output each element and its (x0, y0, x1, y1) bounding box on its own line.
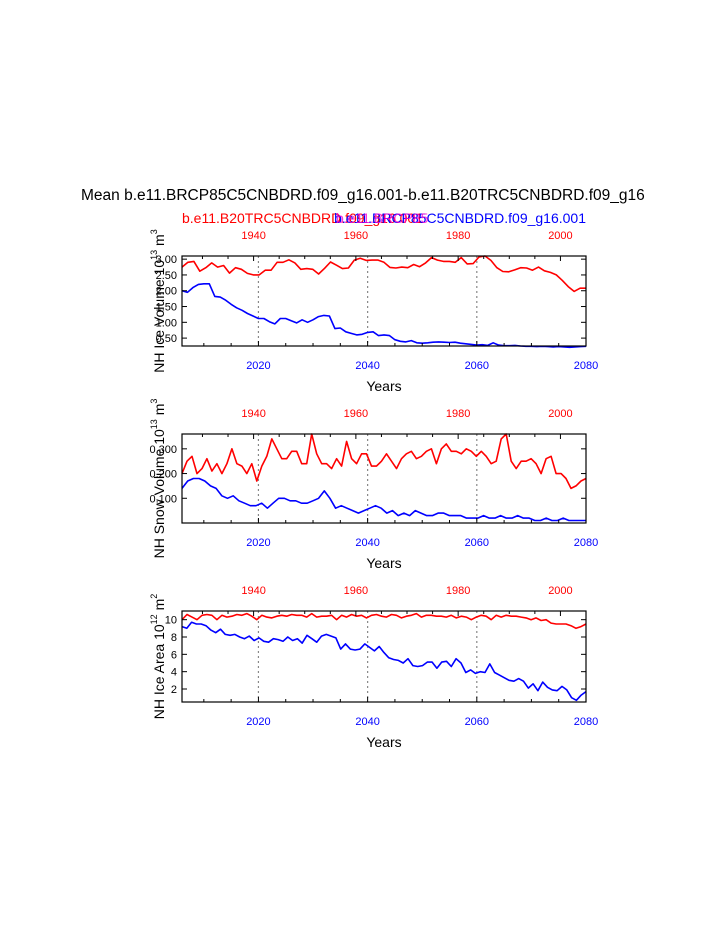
x-tick-label: 2060 (465, 537, 489, 549)
legend-blue-label: b.e11.BRCP85C5CNBDRD.f09_g16.001 (334, 210, 586, 226)
plot-frame (181, 255, 587, 347)
y-axis-label-ylabel-unit-exp: 2 (149, 594, 159, 599)
y-tick-label: 2.50 (156, 270, 177, 282)
x-axis-label: Years (366, 734, 401, 750)
x-top-tick-label: 1980 (446, 585, 470, 597)
x-top-tick-label: 1960 (344, 585, 368, 597)
y-tick-label: 0.200 (149, 469, 177, 481)
y-tick-label: 10 (165, 615, 177, 627)
y-tick-label: 2.00 (156, 286, 177, 298)
y-tick-label: 8 (171, 632, 177, 644)
x-top-tick-label: 1940 (241, 585, 265, 597)
y-axis-label-ylabel-unit: m (151, 404, 167, 416)
y-axis-label-ylabel-unit: m (151, 234, 167, 246)
y-axis-label-ylabel-exp: 13 (149, 250, 159, 260)
y-tick-label: 3.00 (156, 254, 177, 266)
series-line-red (181, 612, 587, 630)
y-axis-label-ylabel-unit-exp: 3 (149, 229, 159, 234)
y-axis-label: NH Ice Area 1012 m2 (144, 594, 167, 720)
x-tick-label: 2060 (465, 716, 489, 728)
y-axis-label-ylabel-unit: m (151, 599, 167, 611)
x-tick-label: 2020 (246, 360, 270, 372)
x-top-tick-label: 2000 (548, 585, 572, 597)
y-tick-label: 1.00 (156, 317, 177, 329)
plot-frame (181, 433, 587, 524)
x-top-tick-label: 2000 (548, 230, 572, 242)
x-top-tick-label: 1940 (241, 408, 265, 420)
x-tick-label: 2020 (246, 716, 270, 728)
y-tick-label: 0.100 (149, 493, 177, 505)
y-axis-label: NH Ice Volume 1013 m3 (144, 229, 167, 372)
chart-panels: 2020 2040 2060 2080 1940 1960 1980 2000 0.50 1.00… (144, 229, 598, 750)
x-tick-label: 2060 (465, 360, 489, 372)
plot-frame (181, 610, 587, 703)
y-axis-label-ylabel: NH Snow Volume 10 (151, 429, 167, 558)
y-tick-label: 6 (171, 649, 177, 661)
y-tick-label: 0.300 (149, 444, 177, 456)
x-top-tick-label: 1960 (344, 230, 368, 242)
x-tick-label: 2040 (355, 360, 379, 372)
series-line-blue (181, 621, 587, 702)
y-axis-label-ylabel-unit-exp: 3 (149, 399, 159, 404)
panel-ice-area: 2020 2040 2060 2080 1940 1960 1980 2000 2 4 6 8 10 Ye… (144, 585, 598, 750)
x-tick-label: 2020 (246, 537, 270, 549)
figure-title: Mean b.e11.BRCP85C5CNBDRD.f09_g16.001-b.… (81, 187, 645, 204)
legend-overlap-label: b.e11.BRCP85 (336, 210, 429, 226)
x-top-tick-label: 1980 (446, 230, 470, 242)
y-axis-label-ylabel: NH Ice Volume 10 (151, 260, 167, 373)
y-axis-label-ylabel-exp: 12 (149, 614, 159, 624)
series-line-blue (181, 282, 587, 349)
x-top-tick-label: 1980 (446, 408, 470, 420)
x-tick-label: 2080 (574, 716, 598, 728)
legend-red-label: b.e11.B20TRC5CNBDRD.f09_g16.001 (182, 210, 423, 226)
series-line-red (181, 433, 587, 490)
y-tick-label: 2 (171, 684, 177, 696)
x-tick-label: 2040 (355, 537, 379, 549)
x-top-tick-label: 1940 (241, 230, 265, 242)
series-line-red (181, 255, 586, 293)
x-axis-label: Years (366, 555, 401, 571)
y-axis-label-ylabel-exp: 13 (149, 419, 159, 429)
x-tick-label: 2080 (574, 537, 598, 549)
x-axis-label: Years (366, 378, 401, 394)
y-tick-label: 4 (171, 667, 177, 679)
x-top-tick-label: 2000 (548, 408, 572, 420)
x-tick-label: 2040 (355, 716, 379, 728)
panel-ice-volume: 2020 2040 2060 2080 1940 1960 1980 2000 0.50 1.00… (144, 229, 598, 394)
y-tick-label: 0.50 (156, 333, 177, 345)
x-tick-label: 2080 (574, 360, 598, 372)
series-line-blue (181, 477, 586, 522)
y-axis-label: NH Snow Volume 1013 m3 (144, 399, 167, 559)
x-top-tick-label: 1960 (344, 408, 368, 420)
y-axis-label-ylabel: NH Ice Area 10 (151, 624, 167, 719)
y-tick-label: 1.50 (156, 302, 177, 314)
panel-snow-volume: 2020 2040 2060 2080 1940 1960 1980 2000 0.100 0.2… (144, 399, 598, 571)
